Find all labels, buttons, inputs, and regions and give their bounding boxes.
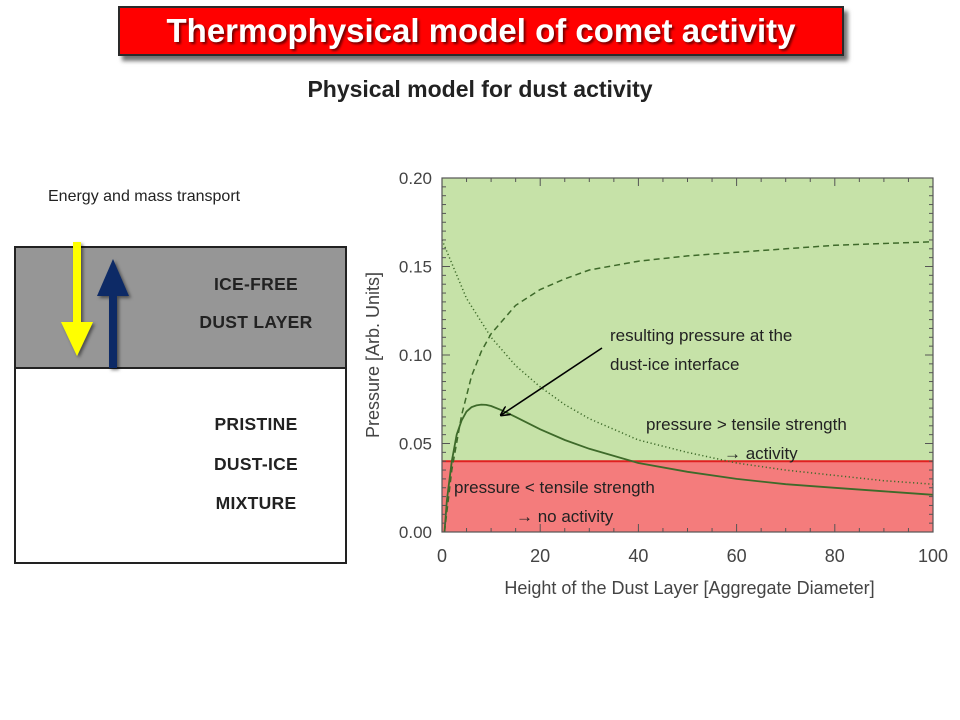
activity-label-line2: → activity <box>724 444 798 463</box>
annotation-arrow <box>501 347 603 415</box>
pressure-chart: 0 20 40 60 80 100 0.00 0.05 0.10 0.15 0.20 Height o… <box>363 169 948 598</box>
ice-free-dust-layer: ICE-FREE DUST LAYER <box>16 248 345 369</box>
y-tick-label: 0.20 <box>399 169 432 188</box>
slide-subtitle: Physical model for dust activity <box>307 76 653 102</box>
x-tick-label: 40 <box>628 546 648 566</box>
no-activity-label-line1: pressure < tensile strength <box>454 478 655 497</box>
series-line-dotted <box>441 239 934 485</box>
annotation-text-line1: resulting pressure at the <box>610 326 792 345</box>
annotation-text-line2: dust-ice interface <box>610 355 739 374</box>
activity-label-line1: pressure > tensile strength <box>646 415 847 434</box>
y-axis-label: Pressure [Arb. Units] <box>363 272 383 438</box>
y-tick-label: 0.10 <box>399 346 432 365</box>
top-layer-label-line1: ICE-FREE <box>213 274 299 294</box>
x-tick-label: 80 <box>825 546 845 566</box>
x-tick-label: 100 <box>918 546 948 566</box>
x-tick-label: 60 <box>727 546 747 566</box>
down-arrow-head-icon <box>61 322 93 356</box>
no-activity-region <box>442 461 933 532</box>
series-line-dashed <box>443 240 934 533</box>
x-tick-label: 0 <box>437 546 447 566</box>
layer-diagram: ICE-FREE DUST LAYER PRISTINE DUST-ICE MI… <box>14 246 347 564</box>
bottom-layer-label-line1: PRISTINE <box>214 414 298 434</box>
no-activity-label-line2: → no activity <box>516 507 614 526</box>
x-axis-label: Height of the Dust Layer [Aggregate Diam… <box>504 578 874 598</box>
up-arrow-head-icon <box>97 259 129 296</box>
top-layer-label-line2: DUST LAYER <box>199 312 313 332</box>
bottom-layer-label-line2: DUST-ICE <box>213 454 299 474</box>
x-tick-label: 20 <box>530 546 550 566</box>
title-banner: Thermophysical model of comet activity <box>118 6 844 56</box>
y-tick-label: 0.05 <box>399 435 432 454</box>
slide-title: Thermophysical model of comet activity <box>166 12 796 49</box>
energy-transport-label: Energy and mass transport <box>48 188 241 205</box>
pristine-dust-ice-mixture-layer: PRISTINE DUST-ICE MIXTURE <box>16 369 345 562</box>
activity-region <box>442 178 933 462</box>
y-tick-label: 0.00 <box>399 523 432 542</box>
bottom-layer-label-line3: MIXTURE <box>215 493 297 513</box>
y-tick-label: 0.15 <box>399 258 432 277</box>
